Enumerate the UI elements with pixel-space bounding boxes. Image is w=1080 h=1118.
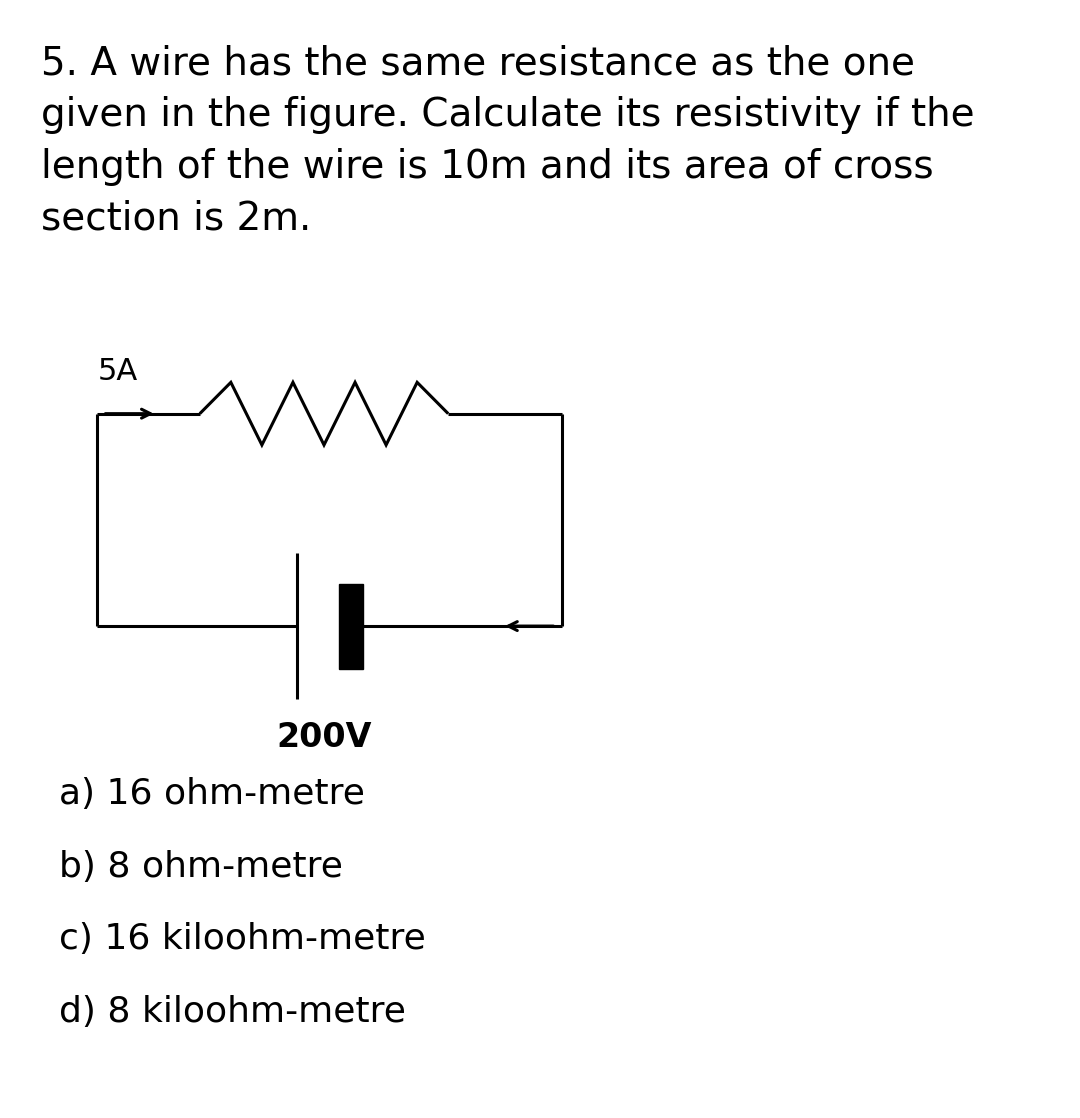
Text: b) 8 ohm-metre: b) 8 ohm-metre xyxy=(59,850,343,883)
Text: c) 16 kiloohm-metre: c) 16 kiloohm-metre xyxy=(59,922,427,956)
Text: 5. A wire has the same resistance as the one
given in the figure. Calculate its : 5. A wire has the same resistance as the… xyxy=(41,45,974,237)
Text: 200V: 200V xyxy=(276,721,372,755)
Text: 5A: 5A xyxy=(97,357,137,386)
Bar xyxy=(339,584,363,669)
Text: d) 8 kiloohm-metre: d) 8 kiloohm-metre xyxy=(59,995,406,1029)
Text: a) 16 ohm-metre: a) 16 ohm-metre xyxy=(59,777,365,811)
